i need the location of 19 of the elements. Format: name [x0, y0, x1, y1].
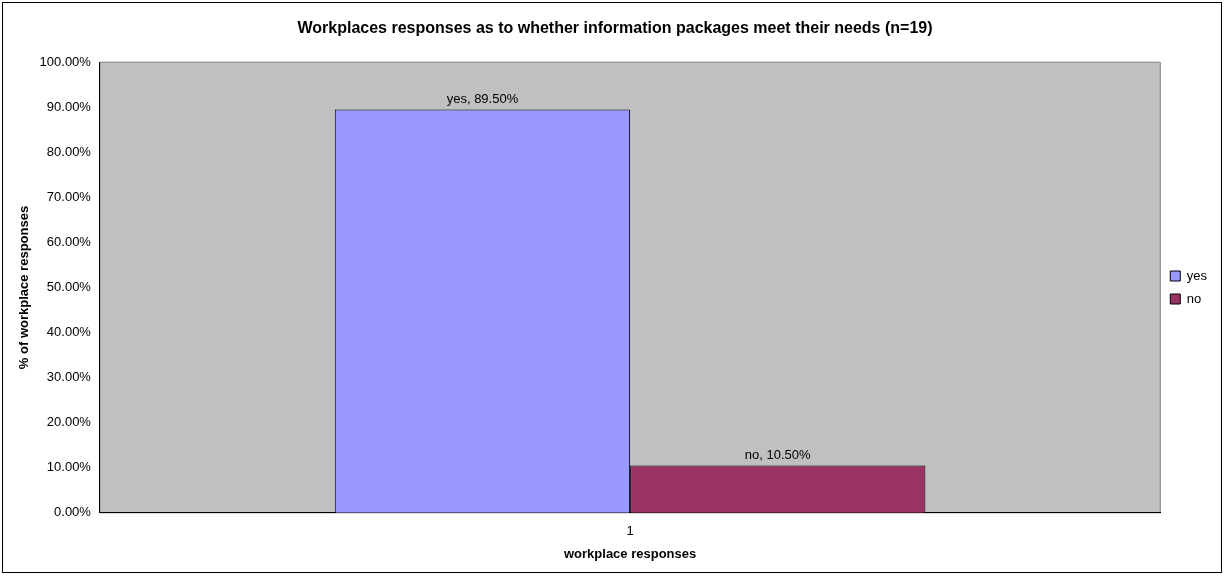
data-label: no, 10.50% — [744, 446, 812, 462]
legend-label: no — [1186, 290, 1202, 306]
y-tick-label: 90.00% — [46, 98, 92, 114]
x-axis-title: workplace responses — [562, 545, 697, 561]
y-tick-label: 100.00% — [39, 53, 92, 69]
y-tick-label: 40.00% — [46, 324, 92, 340]
y-tick-label: 60.00% — [46, 234, 92, 250]
y-tick-label: 70.00% — [46, 188, 92, 204]
y-tick-label: 50.00% — [46, 279, 92, 295]
data-label: yes, 89.50% — [446, 90, 519, 106]
legend-label: yes — [1186, 267, 1208, 283]
y-tick-label: 80.00% — [46, 143, 92, 159]
chart-title: Workplaces responses as to whether information packages meet their needs (n=19) — [297, 19, 933, 37]
y-tick-label: 10.00% — [46, 459, 92, 475]
y-axis-title: % of workplace responses — [16, 205, 32, 370]
y-tick-label: 30.00% — [46, 369, 92, 385]
y-tick-label: 0.00% — [54, 504, 92, 520]
y-tick-label: 20.00% — [46, 414, 92, 430]
x-tick-label: 1 — [626, 523, 634, 539]
